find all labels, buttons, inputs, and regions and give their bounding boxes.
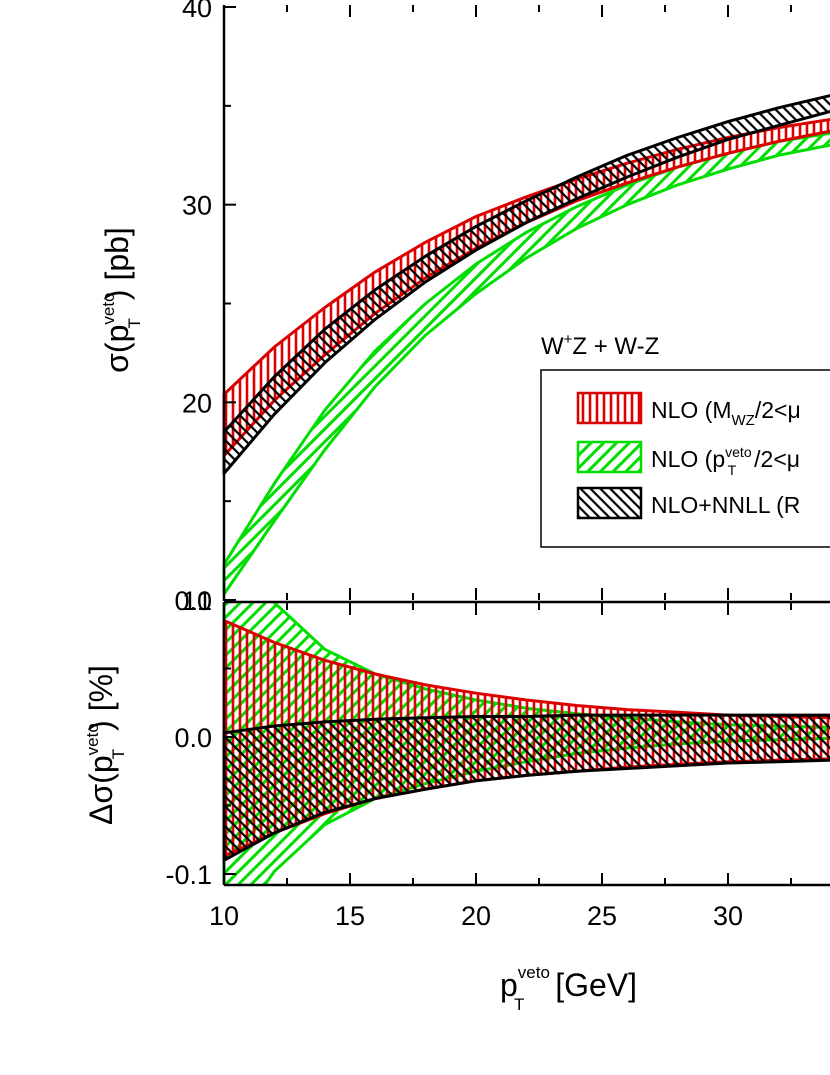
legend: NLO (MWZ/2<μ NLO (pveto T/2<μ NLO+NNLL (R	[540, 369, 830, 548]
top-y-title-sub: T	[125, 318, 144, 328]
x-axis-title: pveto T [GeV]	[500, 963, 637, 1014]
x-title-tail: [GeV]	[546, 967, 637, 1003]
top-y-tick-label: 10	[182, 586, 212, 616]
annotation-base: W	[541, 333, 564, 360]
legend-label-black: NLO+NNLL (R	[651, 492, 800, 518]
bottom-y-title-sub: T	[109, 749, 128, 759]
bottom-y-tick-label: 0.0	[174, 723, 212, 753]
top-band-1	[222, 131, 830, 596]
annotation-sup: +	[564, 331, 573, 348]
legend-red-base: NLO (M	[651, 397, 732, 423]
top-y-title-base: σ(p	[99, 325, 135, 373]
top-y-title-sup: veto	[99, 292, 118, 324]
legend-swatch-black	[576, 486, 643, 520]
top-y-tick-label: 40	[182, 0, 212, 23]
legend-red-sub: WZ	[732, 412, 755, 429]
legend-label-red: NLO (MWZ/2<μ	[651, 397, 801, 429]
x-tick-label: 25	[587, 901, 617, 931]
top-y-tick-label: 30	[182, 191, 212, 221]
bottom-y-axis-title: Δσ(pveto T ) [%]	[83, 665, 128, 825]
top-bands	[222, 94, 830, 596]
bottom-x-ticks: 10 15 20 25 30	[209, 603, 792, 931]
top-y-axis-title: σ(pveto T ) [pb]	[99, 227, 144, 373]
x-tick-label: 15	[335, 901, 365, 931]
legend-swatch-red	[576, 391, 643, 425]
bottom-bands	[222, 603, 830, 885]
legend-green-tail: /2<μ	[754, 446, 800, 472]
top-y-title-tail: ) [pb]	[99, 227, 135, 300]
legend-green-sup: veto	[725, 444, 752, 460]
annotation-tail: Z + W-Z	[572, 333, 659, 360]
x-title-sub: T	[514, 995, 524, 1014]
legend-entry-black: NLO+NNLL (R	[576, 486, 800, 520]
bottom-y-title-base: Δσ(p	[83, 755, 119, 825]
legend-green-sub: T	[728, 462, 737, 478]
x-tick-label: 20	[461, 901, 491, 931]
x-title-sup: veto	[518, 963, 550, 982]
legend-swatch-green	[576, 440, 643, 474]
bottom-y-tick-label: 0.1	[174, 586, 212, 616]
legend-green-base: NLO (p	[651, 446, 725, 472]
bottom-y-title-sup: veto	[83, 723, 102, 755]
bottom-panel: -0.10.00.1 10 15 20 25 30 Δσ(pveto T) [%] pve…	[83, 586, 830, 1014]
top-x-ticks	[223, 5, 792, 600]
x-tick-label: 10	[209, 901, 239, 931]
bottom-y-title-tail: ) [%]	[83, 665, 119, 731]
legend-entry-red: NLO (MWZ/2<μ	[576, 391, 801, 429]
top-band-2	[222, 94, 830, 475]
bottom-y-tick-label: -0.1	[165, 860, 212, 890]
top-y-tick-label: 20	[182, 388, 212, 418]
legend-red-tail: /2<μ	[755, 397, 801, 423]
legend-label-green: NLO (pveto T/2<μ	[651, 444, 800, 478]
legend-entry-green: NLO (pveto T/2<μ	[576, 440, 800, 478]
x-tick-label: 30	[713, 901, 743, 931]
top-y-ticks: 10 20 30 40	[182, 0, 236, 616]
annotation-process: W+Z + W-Z	[541, 331, 659, 360]
bottom-y-ticks: -0.1 0.0 0.1	[165, 586, 236, 890]
x-title-base: p	[500, 967, 518, 1003]
bottom-band-2	[222, 713, 830, 862]
